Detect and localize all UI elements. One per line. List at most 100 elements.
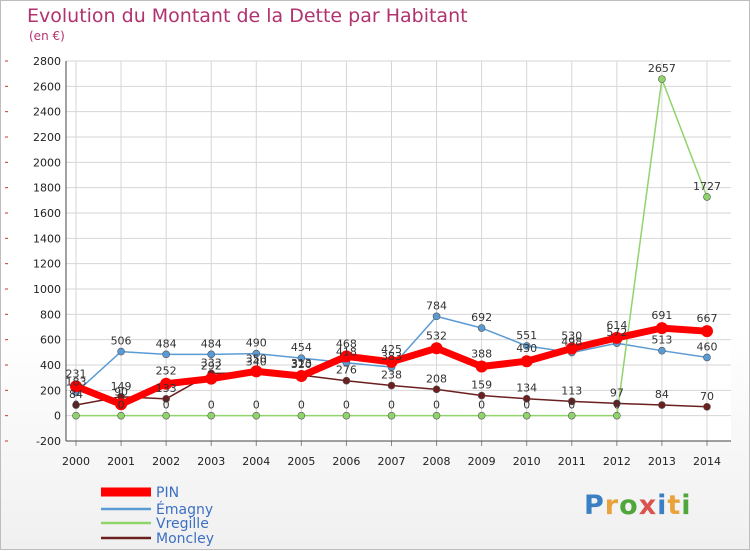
data-point (295, 370, 308, 383)
logo-letter: t (667, 490, 682, 521)
data-point (522, 411, 531, 420)
x-tick-label: 2009 (468, 455, 496, 468)
data-point (703, 353, 711, 362)
data-label: 490 (246, 337, 267, 350)
data-point (610, 331, 623, 344)
data-label: 506 (111, 335, 132, 348)
legend-label: Moncley (156, 531, 214, 547)
data-label: 691 (651, 309, 672, 322)
logo-letter: x (638, 490, 658, 521)
y-tick-label: 200 (40, 384, 61, 397)
data-label: 159 (471, 379, 492, 392)
x-tick-label: 2012 (603, 455, 631, 468)
data-point (72, 401, 80, 409)
data-point (522, 394, 531, 403)
data-label: 84 (69, 388, 83, 401)
data-point (520, 355, 533, 368)
x-tick-label: 2000 (62, 455, 90, 468)
data-point (613, 411, 621, 420)
data-label: 468 (336, 337, 357, 350)
data-label: 484 (156, 337, 177, 350)
logo-letter: o (619, 490, 639, 521)
x-tick-label: 2014 (693, 455, 721, 468)
x-tick-label: 2001 (107, 455, 135, 468)
data-point (703, 193, 711, 201)
logo-letter: r (604, 490, 620, 521)
data-label: 0 (208, 399, 215, 412)
data-label: 340 (246, 356, 267, 369)
logo-letter: i (681, 490, 692, 521)
data-point (475, 360, 488, 373)
y-tick-label: 400 (40, 359, 61, 372)
data-point (207, 350, 216, 359)
data-point (160, 377, 173, 390)
series-vregille (72, 75, 711, 420)
data-label: 0 (118, 399, 125, 412)
data-point (432, 411, 441, 420)
y-unit-label: (en €) (29, 29, 65, 43)
data-label: 572 (606, 326, 627, 339)
data-point (205, 372, 218, 385)
data-label: 0 (568, 399, 575, 412)
logo-letter: P (584, 490, 605, 521)
data-point (432, 385, 441, 394)
data-point (117, 411, 125, 420)
data-label: 134 (516, 382, 537, 395)
x-tick-label: 2010 (513, 455, 541, 468)
plot-area (66, 61, 731, 441)
data-point (432, 312, 441, 321)
y-tick-label: 1600 (33, 207, 61, 220)
x-tick-label: 2002 (152, 455, 180, 468)
data-point (342, 411, 351, 420)
data-label: 0 (523, 399, 530, 412)
data-point (162, 395, 170, 403)
data-point (477, 391, 486, 400)
data-label: 90 (114, 385, 128, 398)
y-tick-label: 800 (40, 308, 61, 321)
data-label: 425 (381, 343, 402, 356)
data-label: 113 (561, 384, 582, 397)
data-label: 418 (336, 346, 357, 359)
data-point (567, 397, 576, 406)
data-label: 333 (201, 356, 222, 369)
data-label: 238 (381, 369, 402, 382)
data-label: 276 (336, 364, 357, 377)
y-tick-label: 2400 (33, 106, 61, 119)
data-point (477, 324, 486, 332)
data-point (117, 347, 125, 356)
data-label: 252 (156, 365, 177, 378)
y-tick-label: 2200 (33, 131, 61, 144)
data-point (430, 342, 443, 355)
y-tick-label: 0 (54, 410, 61, 423)
data-point (567, 411, 576, 420)
data-point (72, 411, 80, 420)
data-label: 513 (651, 334, 672, 347)
x-tick-label: 2006 (332, 455, 360, 468)
y-tick-label: 1800 (33, 182, 61, 195)
data-label: 530 (561, 330, 582, 343)
data-point (700, 325, 713, 338)
y-tick-label: 2800 (33, 55, 61, 68)
data-label: 0 (613, 399, 620, 412)
data-label: 454 (291, 341, 312, 354)
data-label: 667 (696, 312, 717, 325)
x-tick-label: 2008 (423, 455, 451, 468)
data-label: 1727 (693, 180, 721, 193)
data-label: 0 (433, 399, 440, 412)
y-tick-label: 1200 (33, 258, 61, 271)
y-tick-label: -200 (36, 435, 61, 448)
data-label: 149 (111, 380, 132, 393)
x-tick-label: 2004 (242, 455, 270, 468)
data-point (207, 411, 216, 420)
data-point (565, 342, 578, 355)
data-point (655, 322, 668, 335)
x-tick-label: 2007 (377, 455, 405, 468)
data-point (477, 411, 486, 420)
data-label: 350 (246, 352, 267, 365)
data-point (658, 75, 666, 83)
data-point (115, 398, 128, 411)
data-point (658, 401, 666, 409)
logo-letter: i (657, 490, 668, 521)
